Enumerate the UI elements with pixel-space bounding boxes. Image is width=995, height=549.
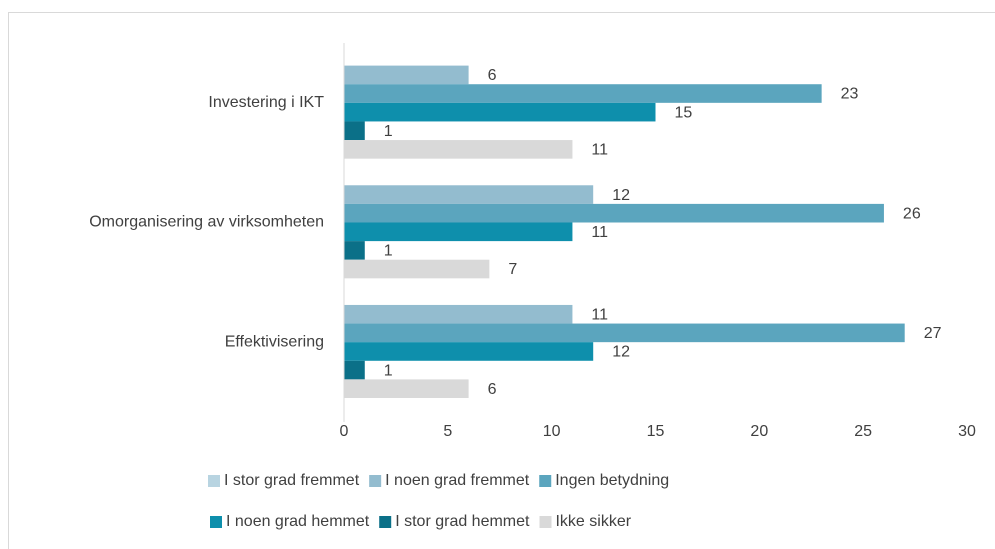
bar <box>344 241 365 260</box>
data-label: 1 <box>384 362 393 379</box>
legend-swatch <box>539 475 552 487</box>
data-label: 12 <box>612 187 630 204</box>
data-label: 11 <box>591 306 608 323</box>
x-tick-label: 25 <box>854 423 872 440</box>
bar <box>344 222 573 242</box>
x-tick-label: 30 <box>958 423 976 440</box>
bar <box>344 259 490 279</box>
x-tick-label: 20 <box>750 423 768 440</box>
data-label: 15 <box>675 104 693 121</box>
legend-swatch <box>210 516 222 528</box>
bar <box>344 65 469 85</box>
legend-swatch <box>369 475 382 487</box>
y-tick-label: Effektivisering <box>225 333 324 350</box>
legend-label: I noen grad hemmet <box>226 513 370 530</box>
bar <box>344 102 656 122</box>
legend-swatch <box>208 475 220 487</box>
x-tick-label: 5 <box>443 423 452 440</box>
legend-label: Ikke sikker <box>555 513 631 530</box>
legend-label: I stor grad fremmet <box>224 472 360 489</box>
bar <box>344 379 469 398</box>
data-label: 27 <box>924 325 942 342</box>
bar <box>344 342 594 361</box>
data-label: 6 <box>488 381 497 398</box>
data-label: 12 <box>612 344 630 361</box>
bar <box>344 84 822 103</box>
bar <box>344 185 594 204</box>
bar <box>344 140 573 159</box>
bar <box>344 304 573 324</box>
data-label: 11 <box>591 224 608 241</box>
bar <box>344 121 365 141</box>
bar <box>344 323 905 343</box>
legend-label: I stor grad hemmet <box>395 513 530 530</box>
data-label: 6 <box>488 67 497 84</box>
legend-swatch <box>379 516 392 528</box>
bar <box>344 360 365 380</box>
data-label: 7 <box>508 261 517 278</box>
data-label: 26 <box>903 205 921 222</box>
x-tick-label: 0 <box>340 423 349 440</box>
y-tick-label: Investering i IKT <box>208 94 324 111</box>
data-label: 23 <box>841 86 859 103</box>
data-label: 1 <box>384 123 393 140</box>
legend-label: Ingen betydning <box>555 472 669 489</box>
x-tick-label: 15 <box>647 423 665 440</box>
legend-swatch <box>539 516 552 528</box>
bar <box>344 203 884 223</box>
x-tick-label: 10 <box>543 423 561 440</box>
data-label: 11 <box>591 142 608 159</box>
legend-label: I noen grad fremmet <box>385 472 530 489</box>
y-tick-label: Omorganisering av virksomheten <box>89 214 324 231</box>
data-label: 1 <box>384 243 393 260</box>
